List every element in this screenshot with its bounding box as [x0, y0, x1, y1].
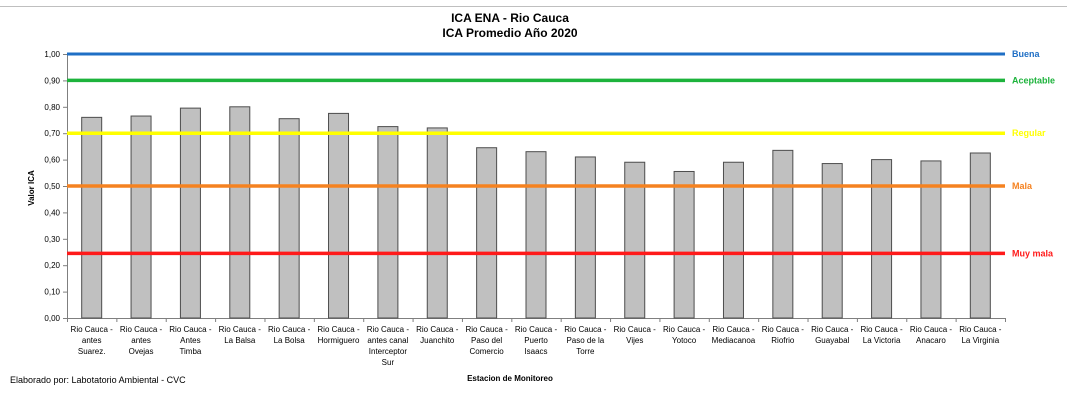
x-tick-label: Juanchito — [420, 336, 455, 345]
y-tick-label: 0,90 — [44, 76, 60, 85]
x-tick-label: Rio Cauca - — [120, 325, 163, 334]
y-tick-label: 0,50 — [44, 182, 60, 191]
x-tick-label: Interceptor — [369, 347, 408, 356]
x-tick-label: Rio Cauca - — [959, 325, 1002, 334]
bar — [525, 151, 547, 319]
y-tick-label: 0,00 — [44, 314, 60, 323]
bars-group — [81, 106, 991, 319]
y-tick-label: 0,70 — [44, 129, 60, 138]
x-tick-label: Vijes — [626, 336, 643, 345]
bar — [328, 112, 350, 319]
bar — [81, 116, 103, 319]
x-tick-label: Yotoco — [672, 336, 697, 345]
x-tick-label: Timba — [179, 347, 201, 356]
x-tick-label: La Balsa — [224, 336, 256, 345]
y-tick-label: 0,20 — [44, 261, 60, 270]
bar — [969, 152, 991, 319]
y-tick-label: 0,30 — [44, 235, 60, 244]
x-tick-label: Rio Cauca - — [762, 325, 805, 334]
x-tick-label: Hormiguero — [318, 336, 360, 345]
bar — [772, 149, 794, 319]
x-tick-label: Comercio — [470, 347, 505, 356]
x-tick-labels-group: Rio Cauca - antes Suarez. Rio Cauca - antes O… — [71, 325, 1002, 367]
bar — [574, 156, 596, 319]
threshold-label: Muy mala — [1012, 248, 1054, 258]
bar — [476, 147, 498, 319]
y-axis-label: Valor ICA — [27, 170, 36, 206]
x-tick-label: La Bolsa — [274, 336, 306, 345]
x-tick-label: Rio Cauca - — [317, 325, 360, 334]
bar — [426, 127, 448, 319]
bar — [920, 160, 942, 319]
x-tick-label: Isaacs — [524, 347, 547, 356]
bar — [179, 107, 201, 319]
bar — [673, 170, 695, 319]
x-tick-label: Rio Cauca - — [663, 325, 706, 334]
x-tick-label: Rio Cauca - — [860, 325, 903, 334]
x-tick-label: Antes — [180, 336, 200, 345]
bar — [821, 163, 843, 319]
y-tick-label: 0,60 — [44, 156, 60, 165]
x-tick-label: Rio Cauca - — [466, 325, 509, 334]
x-tick-label: Rio Cauca - — [71, 325, 114, 334]
x-tick-label: Rio Cauca - — [614, 325, 657, 334]
x-tick-label: Mediacanoa — [712, 336, 756, 345]
bar — [377, 126, 399, 319]
y-tick-label: 0,40 — [44, 208, 60, 217]
bar — [624, 161, 646, 319]
threshold-label: Buena — [1012, 49, 1041, 59]
x-tick-label: La Virginia — [961, 336, 999, 345]
threshold-label: Regular — [1012, 128, 1046, 138]
bar — [130, 115, 152, 319]
bar — [278, 118, 300, 319]
x-tick-label: Rio Cauca - — [268, 325, 311, 334]
x-tick-label: La Victoria — [863, 336, 901, 345]
bar — [229, 106, 251, 319]
x-tick-label: Anacaro — [916, 336, 946, 345]
x-tick-label: Rio Cauca - — [910, 325, 953, 334]
x-tick-label: Riofrio — [771, 336, 795, 345]
x-tick-label: Rio Cauca - — [416, 325, 459, 334]
x-tick-label: Ovejas — [129, 347, 154, 356]
threshold-label: Mala — [1012, 181, 1033, 191]
threshold-label: Aceptable — [1012, 75, 1055, 85]
x-tick-label: Rio Cauca - — [367, 325, 410, 334]
x-tick-label: antes — [131, 336, 151, 345]
x-tick-label: Torre — [576, 347, 595, 356]
x-tick-label: Rio Cauca - — [712, 325, 755, 334]
x-tick-label: Rio Cauca - — [169, 325, 212, 334]
chart-subtitle: ICA Promedio Año 2020 — [442, 26, 577, 40]
x-tick-label: Rio Cauca - — [219, 325, 262, 334]
chart-title: ICA ENA - Rio Cauca — [451, 11, 569, 25]
x-tick-label: antes — [82, 336, 102, 345]
x-tick-label: Puerto — [524, 336, 548, 345]
footer-credit: Elaborado por: Labotatorio Ambiental - C… — [10, 375, 186, 385]
x-axis-label: Estacion de Monitoreo — [467, 374, 553, 383]
x-tick-label: Sur — [382, 358, 395, 367]
x-tick-label: Paso de la — [566, 336, 604, 345]
x-tick-label: Suarez. — [78, 347, 106, 356]
y-tick-label: 0,80 — [44, 103, 60, 112]
bar — [722, 161, 744, 319]
x-tick-label: Rio Cauca - — [811, 325, 854, 334]
x-tick-label: Paso del — [471, 336, 502, 345]
y-tick-label: 1,00 — [44, 50, 60, 59]
y-tick-label: 0,10 — [44, 288, 60, 297]
threshold-lines-group: Buena Aceptable Regular Mala Muy mala — [67, 49, 1055, 258]
x-tick-label: Rio Cauca - — [564, 325, 607, 334]
x-tick-label: Guayabal — [815, 336, 849, 345]
x-tick-label: Rio Cauca - — [515, 325, 558, 334]
bar — [871, 159, 893, 319]
x-tick-label: antes canal — [367, 336, 408, 345]
